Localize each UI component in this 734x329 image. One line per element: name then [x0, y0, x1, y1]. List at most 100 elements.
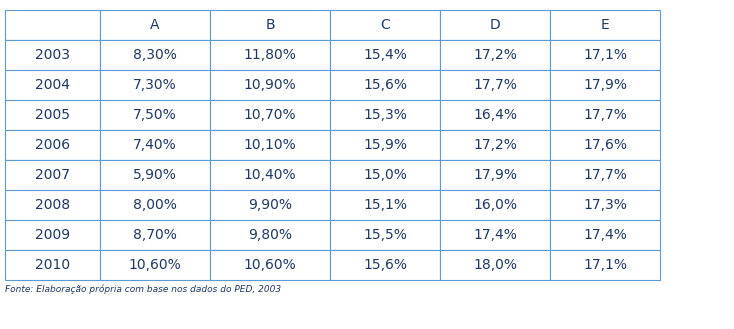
Bar — [100, 130, 210, 160]
Bar — [550, 10, 660, 40]
Bar — [210, 160, 330, 190]
Text: 10,90%: 10,90% — [244, 78, 297, 92]
Text: 2003: 2003 — [35, 48, 70, 62]
Text: 16,4%: 16,4% — [473, 108, 517, 122]
Text: 18,0%: 18,0% — [473, 258, 517, 272]
Text: 2004: 2004 — [35, 78, 70, 92]
Bar — [100, 70, 210, 100]
Bar — [440, 10, 550, 40]
Bar — [440, 40, 550, 70]
Text: 15,0%: 15,0% — [363, 168, 407, 182]
Text: 2010: 2010 — [35, 258, 70, 272]
Text: C: C — [380, 18, 390, 32]
Text: 7,50%: 7,50% — [133, 108, 177, 122]
Bar — [550, 250, 660, 280]
Text: 15,9%: 15,9% — [363, 138, 407, 152]
Bar — [440, 160, 550, 190]
Bar — [5, 160, 100, 190]
Text: 10,70%: 10,70% — [244, 108, 297, 122]
Text: 17,7%: 17,7% — [473, 78, 517, 92]
Text: 17,1%: 17,1% — [583, 48, 627, 62]
Text: 17,9%: 17,9% — [473, 168, 517, 182]
Bar — [5, 70, 100, 100]
Bar — [5, 40, 100, 70]
Bar — [100, 40, 210, 70]
Bar — [100, 100, 210, 130]
Bar — [210, 130, 330, 160]
Text: 5,90%: 5,90% — [133, 168, 177, 182]
Text: B: B — [265, 18, 275, 32]
Bar — [5, 100, 100, 130]
Text: 7,30%: 7,30% — [133, 78, 177, 92]
Text: 15,6%: 15,6% — [363, 258, 407, 272]
Text: E: E — [600, 18, 609, 32]
Bar — [5, 190, 100, 220]
Text: 2005: 2005 — [35, 108, 70, 122]
Text: 2007: 2007 — [35, 168, 70, 182]
Text: 8,00%: 8,00% — [133, 198, 177, 212]
Text: 17,2%: 17,2% — [473, 138, 517, 152]
Bar — [440, 250, 550, 280]
Text: 10,60%: 10,60% — [128, 258, 181, 272]
Bar — [210, 100, 330, 130]
Text: 9,80%: 9,80% — [248, 228, 292, 242]
Bar — [550, 130, 660, 160]
Text: A: A — [150, 18, 160, 32]
Bar — [210, 220, 330, 250]
Text: 17,1%: 17,1% — [583, 258, 627, 272]
Text: 2008: 2008 — [35, 198, 70, 212]
Bar — [210, 190, 330, 220]
Text: 7,40%: 7,40% — [133, 138, 177, 152]
Text: 17,9%: 17,9% — [583, 78, 627, 92]
Bar — [330, 220, 440, 250]
Text: 17,7%: 17,7% — [583, 168, 627, 182]
Bar — [5, 250, 100, 280]
Text: 10,60%: 10,60% — [244, 258, 297, 272]
Bar — [440, 130, 550, 160]
Bar — [330, 40, 440, 70]
Text: 15,1%: 15,1% — [363, 198, 407, 212]
Text: D: D — [490, 18, 501, 32]
Bar — [550, 40, 660, 70]
Text: 8,70%: 8,70% — [133, 228, 177, 242]
Bar — [550, 100, 660, 130]
Bar — [330, 10, 440, 40]
Text: 17,4%: 17,4% — [473, 228, 517, 242]
Bar — [440, 190, 550, 220]
Bar — [550, 70, 660, 100]
Bar — [440, 220, 550, 250]
Text: 15,6%: 15,6% — [363, 78, 407, 92]
Text: 15,3%: 15,3% — [363, 108, 407, 122]
Bar — [330, 190, 440, 220]
Bar — [100, 10, 210, 40]
Bar — [210, 70, 330, 100]
Bar — [5, 220, 100, 250]
Text: 2006: 2006 — [35, 138, 70, 152]
Text: 17,7%: 17,7% — [583, 108, 627, 122]
Bar — [440, 70, 550, 100]
Bar — [100, 160, 210, 190]
Bar — [210, 250, 330, 280]
Text: 15,4%: 15,4% — [363, 48, 407, 62]
Bar — [210, 40, 330, 70]
Bar — [330, 160, 440, 190]
Text: 2009: 2009 — [35, 228, 70, 242]
Text: Fonte: Elaboração própria com base nos dados do PED, 2003: Fonte: Elaboração própria com base nos d… — [5, 285, 281, 294]
Bar — [100, 250, 210, 280]
Text: 17,3%: 17,3% — [583, 198, 627, 212]
Bar — [5, 130, 100, 160]
Text: 15,5%: 15,5% — [363, 228, 407, 242]
Text: 16,0%: 16,0% — [473, 198, 517, 212]
Bar — [330, 250, 440, 280]
Bar — [330, 70, 440, 100]
Text: 17,4%: 17,4% — [583, 228, 627, 242]
Text: 11,80%: 11,80% — [244, 48, 297, 62]
Bar — [100, 220, 210, 250]
Bar — [330, 100, 440, 130]
Bar — [100, 190, 210, 220]
Bar — [550, 220, 660, 250]
Text: 8,30%: 8,30% — [133, 48, 177, 62]
Bar — [330, 130, 440, 160]
Bar — [210, 10, 330, 40]
Text: 9,90%: 9,90% — [248, 198, 292, 212]
